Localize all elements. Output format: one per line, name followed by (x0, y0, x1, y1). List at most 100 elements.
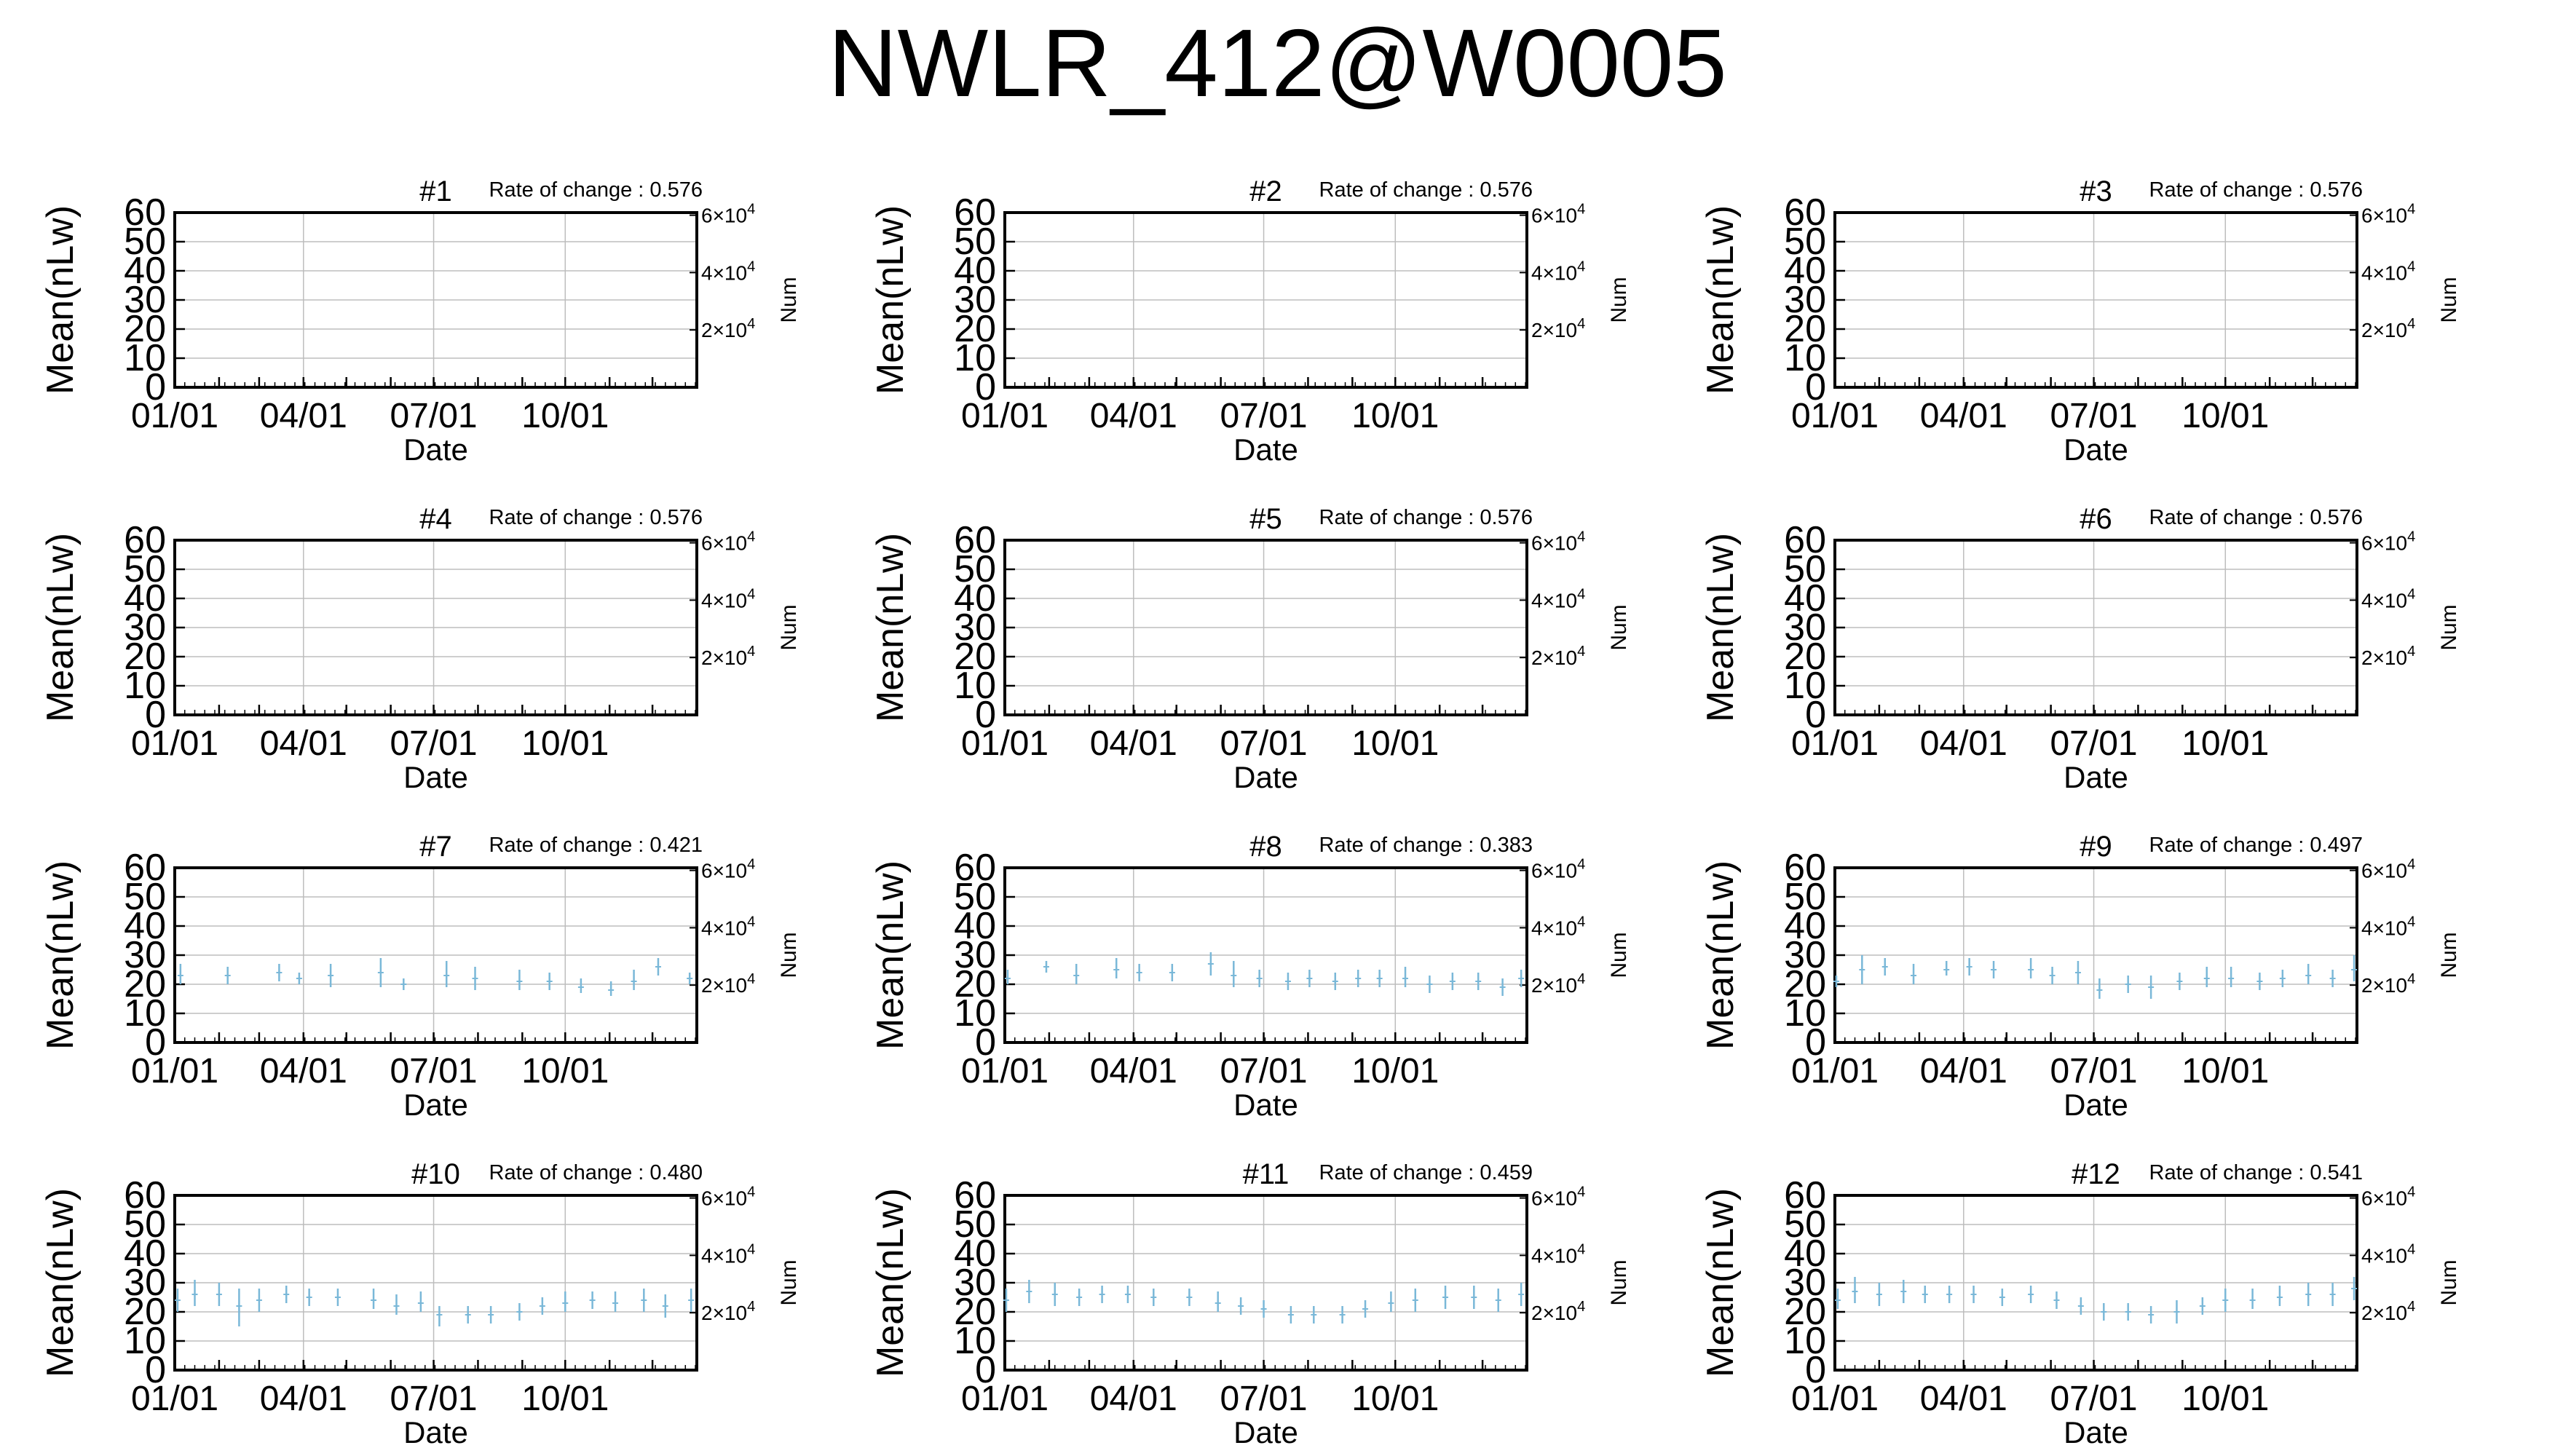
y2-tick-exp: 4 (1577, 529, 1585, 545)
y-tick-label: 60 (124, 191, 166, 234)
x-tick-label: 10/01 (2181, 1380, 2269, 1418)
y2-tick-exp: 4 (1577, 1241, 1585, 1257)
y2-tick-base: 4×10 (2361, 589, 2407, 612)
y2-tick-base: 2×10 (1531, 646, 1577, 669)
y-tick-label: 50 (954, 1203, 996, 1246)
y-tick-label: 50 (1784, 548, 1826, 590)
y2-tick-label: 4×104 (2361, 586, 2415, 612)
y-axis-label: Mean(nLw) (1699, 1188, 1742, 1377)
y-tick-label: 0 (975, 366, 996, 408)
y-tick-label: 50 (124, 221, 166, 263)
y2-tick-base: 2×10 (2361, 974, 2407, 997)
y2-tick-label: 2×104 (1531, 316, 1585, 341)
chart-panel-1: 0 10 20 30 40 50 60 01/01 04/01 07/01 10/01 2×104 4×… (0, 160, 801, 473)
x-tick-label: 10/01 (2181, 397, 2269, 435)
x-axis-label: Date (2064, 1088, 2128, 1122)
y2-axis-label: Num (1607, 932, 1631, 978)
y-tick-label: 60 (954, 519, 996, 561)
x-tick-label: 07/01 (390, 724, 477, 763)
x-axis-label: Date (2064, 432, 2128, 467)
x-axis-label: Date (2064, 760, 2128, 794)
y-axis-label: Mean(nLw) (869, 205, 912, 395)
y2-tick-base: 4×10 (1531, 917, 1577, 939)
y2-tick-exp: 4 (747, 529, 755, 545)
y-tick-label: 10 (124, 665, 166, 707)
rate-of-change-label: Rate of change : 0.576 (489, 506, 703, 529)
x-tick-label: 07/01 (1220, 1052, 1307, 1091)
y-tick-label: 50 (1784, 1203, 1826, 1246)
y-tick-label: 40 (954, 905, 996, 947)
x-tick-label: 04/01 (1920, 1380, 2007, 1418)
y2-tick-base: 6×10 (1531, 205, 1577, 227)
y-tick-label: 30 (124, 1262, 166, 1304)
x-tick-label: 01/01 (961, 1052, 1049, 1091)
rate-of-change-label: Rate of change : 0.541 (2149, 1161, 2363, 1184)
x-tick-label: 01/01 (131, 724, 218, 763)
y2-axis-label: Num (1607, 1259, 1631, 1305)
y2-tick-label: 6×104 (701, 857, 755, 882)
y2-tick-base: 4×10 (2361, 1244, 2407, 1267)
y2-tick-label: 6×104 (1531, 857, 1585, 882)
y2-axis-label: Num (2437, 277, 2461, 323)
y2-tick-exp: 4 (1577, 644, 1585, 660)
chart-panel-12: 0 10 20 30 40 50 60 01/01 04/01 07/01 10/01 2×104 4×… (1660, 1143, 2461, 1456)
y-tick-label: 20 (124, 308, 166, 350)
x-tick-label: 04/01 (1090, 1380, 1177, 1418)
y2-tick-exp: 4 (1577, 316, 1585, 332)
y2-tick-label: 6×104 (2361, 202, 2415, 227)
x-tick-label: 10/01 (521, 397, 609, 435)
y-axis-label: Mean(nLw) (39, 1188, 82, 1377)
y2-tick-label: 4×104 (2361, 914, 2415, 939)
x-axis-label: Date (1233, 1415, 1298, 1449)
x-axis-label: Date (1233, 432, 1298, 467)
y2-tick-label: 6×104 (2361, 1184, 2415, 1210)
y2-tick-exp: 4 (1577, 258, 1585, 274)
y2-axis-label: Num (2437, 932, 2461, 978)
y2-tick-exp: 4 (747, 202, 755, 218)
y2-tick-exp: 4 (747, 644, 755, 660)
y-tick-label: 30 (954, 934, 996, 976)
y-tick-label: 40 (124, 250, 166, 292)
chart-panel-10: 0 10 20 30 40 50 60 01/01 04/01 07/01 10/01 2×104 4×… (0, 1143, 801, 1456)
x-tick-label: 01/01 (961, 724, 1049, 763)
x-tick-label: 04/01 (260, 1052, 347, 1091)
y-tick-label: 20 (124, 1291, 166, 1333)
y-axis-label: Mean(nLw) (1699, 533, 1742, 722)
y2-axis-label: Num (1607, 604, 1631, 650)
y-tick-label: 10 (954, 992, 996, 1034)
y2-tick-base: 4×10 (1531, 261, 1577, 284)
y-tick-label: 0 (145, 1021, 166, 1064)
x-tick-label: 07/01 (390, 397, 477, 435)
y2-tick-exp: 4 (2407, 914, 2415, 930)
y2-tick-exp: 4 (1577, 971, 1585, 987)
y-tick-label: 10 (124, 992, 166, 1034)
y-tick-label: 50 (124, 876, 166, 918)
y-tick-label: 60 (954, 847, 996, 889)
y-tick-label: 20 (954, 636, 996, 678)
chart-panel-2: 0 10 20 30 40 50 60 01/01 04/01 07/01 10/01 2×104 4×… (830, 160, 1631, 473)
y-axis-label: Mean(nLw) (1699, 205, 1742, 395)
y2-tick-exp: 4 (2407, 1299, 2415, 1315)
y2-tick-exp: 4 (2407, 316, 2415, 332)
chart-title: #3 (2080, 175, 2112, 207)
y2-tick-base: 6×10 (1531, 860, 1577, 882)
y-tick-label: 20 (954, 308, 996, 350)
y2-tick-exp: 4 (747, 1299, 755, 1315)
y-tick-label: 30 (124, 606, 166, 649)
y2-tick-label: 2×104 (2361, 1299, 2415, 1324)
x-axis-label: Date (403, 1415, 468, 1449)
x-tick-label: 10/01 (521, 1380, 609, 1418)
y-tick-label: 20 (124, 636, 166, 678)
y2-tick-exp: 4 (747, 1241, 755, 1257)
y2-tick-label: 4×104 (2361, 1241, 2415, 1267)
y-tick-label: 60 (1784, 1174, 1826, 1216)
y-tick-label: 30 (124, 934, 166, 976)
y2-tick-exp: 4 (747, 1184, 755, 1200)
y-tick-label: 0 (145, 1349, 166, 1391)
y2-tick-exp: 4 (2407, 529, 2415, 545)
